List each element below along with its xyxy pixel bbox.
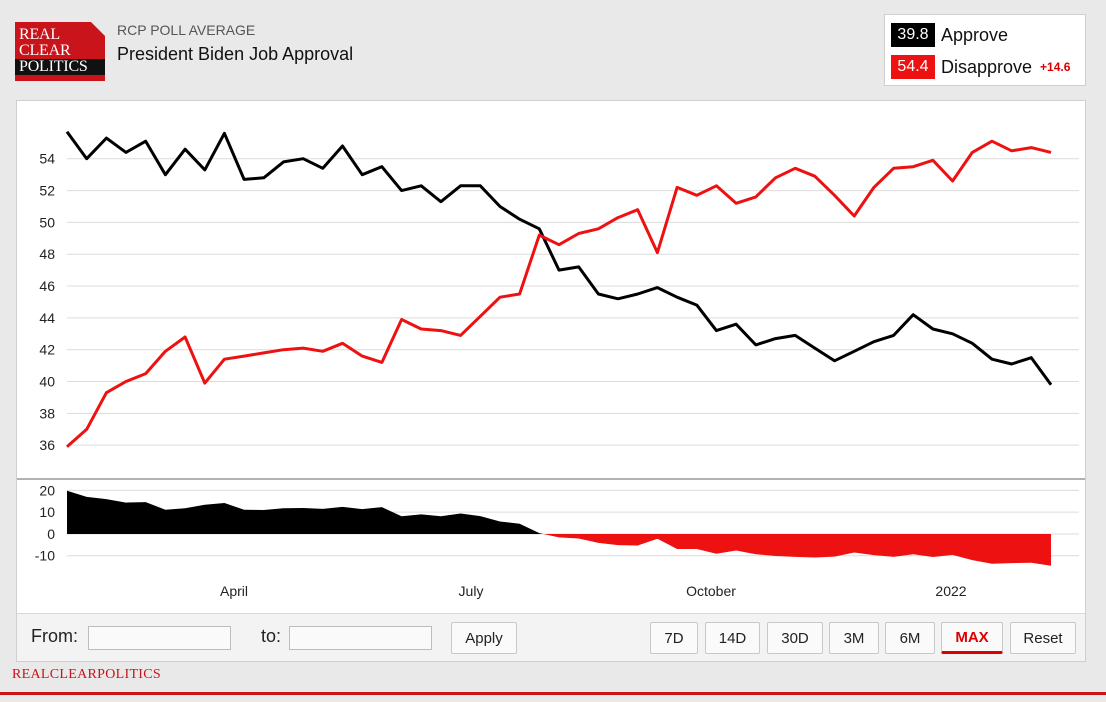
- spread-value: +14.6: [1040, 60, 1071, 74]
- y-tick-label: 46: [39, 278, 55, 294]
- y-tick-label: 54: [39, 151, 55, 167]
- footer-divider: [0, 692, 1106, 695]
- y-tick-label: 52: [39, 183, 55, 199]
- apply-button[interactable]: Apply: [451, 622, 517, 654]
- range-14d-button[interactable]: 14D: [705, 622, 760, 654]
- poll-kicker: RCP POLL AVERAGE: [117, 22, 256, 38]
- spread-tick-label: -10: [35, 548, 55, 564]
- range-7d-button[interactable]: 7D: [650, 622, 698, 654]
- logo-line-3: POLITICS: [15, 59, 105, 75]
- legend-box: 39.8 Approve 54.4 Disapprove +14.6: [884, 14, 1086, 86]
- from-label: From:: [31, 626, 78, 646]
- rcp-logo[interactable]: REAL CLEAR POLITICS: [15, 22, 105, 81]
- y-tick-label: 36: [39, 437, 55, 453]
- y-tick-label: 50: [39, 214, 55, 230]
- disapprove-value: 54.4: [891, 55, 935, 79]
- range-3m-button[interactable]: 3M: [829, 622, 879, 654]
- y-tick-label: 38: [39, 405, 55, 421]
- y-tick-label: 40: [39, 374, 55, 390]
- x-tick-label: April: [220, 583, 248, 599]
- x-tick-label: July: [459, 583, 484, 599]
- spread-tick-label: 0: [47, 526, 55, 542]
- logo-corner: [91, 22, 105, 36]
- series-line-approve: [65, 130, 1053, 386]
- y-tick-label: 44: [39, 310, 55, 326]
- spread-area-approve: [67, 490, 544, 534]
- from-date-input[interactable]: [88, 626, 231, 650]
- footer-brand[interactable]: REALCLEARPOLITICS: [12, 667, 161, 682]
- page-title: President Biden Job Approval: [117, 44, 354, 64]
- disapprove-label: Disapprove: [941, 56, 1033, 77]
- range-30d-button[interactable]: 30D: [767, 622, 823, 654]
- range-max-button[interactable]: MAX: [941, 622, 1003, 654]
- range-controls: From: to: Apply 7D 14D 30D 3M 6M MAX Res…: [17, 613, 1085, 661]
- series-line-disapprove: [66, 139, 1052, 448]
- reset-button[interactable]: Reset: [1010, 622, 1076, 654]
- spread-tick-label: 10: [39, 504, 55, 520]
- x-tick-label: 2022: [935, 583, 966, 599]
- to-date-input[interactable]: [289, 626, 432, 650]
- approve-label: Approve: [941, 24, 1009, 45]
- legend-disapprove: 54.4 Disapprove +14.6: [891, 55, 1070, 79]
- logo-line-2: CLEAR: [19, 42, 71, 59]
- approve-value: 39.8: [891, 23, 935, 47]
- x-tick-label: October: [686, 583, 736, 599]
- y-tick-label: 42: [39, 342, 55, 358]
- spread-area-disapprove: [543, 533, 1051, 566]
- legend-approve: 39.8 Approve: [891, 23, 1008, 47]
- to-label: to:: [261, 626, 282, 646]
- logo-line-1: REAL: [19, 26, 60, 43]
- spread-tick-label: 20: [39, 482, 55, 498]
- y-tick-label: 48: [39, 246, 55, 262]
- approval-chart[interactable]: 36 38 40 42 44 46 48 50 52 54 20 10 0 -10 April July Oct…: [17, 101, 1085, 613]
- range-6m-button[interactable]: 6M: [885, 622, 935, 654]
- chart-container: 36 38 40 42 44 46 48 50 52 54 20 10 0 -10 April July Oct…: [16, 100, 1086, 662]
